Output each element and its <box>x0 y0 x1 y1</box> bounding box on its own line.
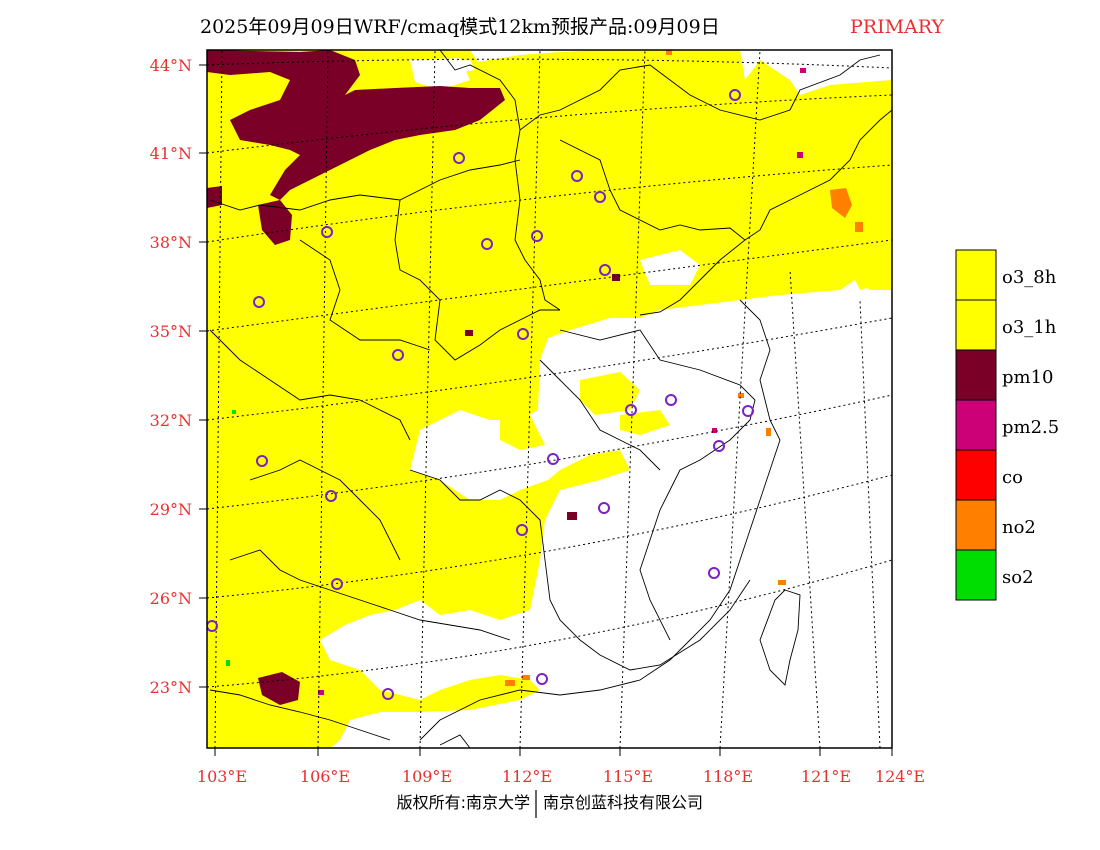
lat-label-44: 44°N <box>150 56 192 75</box>
lon-label-115: 115°E <box>603 767 653 786</box>
lat-label-23: 23°N <box>150 678 192 697</box>
lon-label-106: 106°E <box>300 767 350 786</box>
lat-label-35: 35°N <box>150 322 192 341</box>
longitude-axis: 103°E 106°E 109°E 112°E 115°E 118°E 121°… <box>197 748 925 786</box>
lon-label-124: 124°E <box>875 767 925 786</box>
city-markers <box>207 89 754 700</box>
legend-label-pm25: pm2.5 <box>1002 417 1059 438</box>
legend-label-pm10: pm10 <box>1002 367 1054 388</box>
legend-label-so2: so2 <box>1002 567 1034 588</box>
legend-swatch-co <box>955 449 997 501</box>
so2-spots <box>226 410 236 666</box>
map-panel <box>207 50 892 748</box>
province-borders <box>209 50 892 748</box>
no2-spots <box>505 50 863 686</box>
lat-label-32: 32°N <box>150 411 192 430</box>
primary-tag: PRIMARY <box>850 16 944 38</box>
legend-swatch-no2 <box>955 499 997 551</box>
lat-label-41: 41°N <box>150 144 192 163</box>
lon-label-118: 118°E <box>703 767 753 786</box>
lat-label-38: 38°N <box>150 233 192 252</box>
o3-coverage <box>207 50 892 748</box>
map-title: 2025年09月09日WRF/cmaq模式12km预报产品:09月09日 <box>200 16 720 38</box>
legend-swatch-o3-8h <box>955 249 997 301</box>
legend-swatch-so2 <box>955 549 997 601</box>
legend-label-o3-8h: o3_8h <box>1002 267 1057 288</box>
legend-label-o3-1h: o3_1h <box>1002 317 1057 338</box>
lat-label-26: 26°N <box>150 589 192 608</box>
map-frame <box>206 49 893 749</box>
pm25-spots <box>318 68 806 695</box>
legend-swatch-pm25 <box>955 399 997 451</box>
lon-label-121: 121°E <box>801 767 851 786</box>
lon-label-103: 103°E <box>197 767 247 786</box>
latitude-axis: 44°N 41°N 38°N 35°N 32°N 29°N 26°N 23°N <box>150 56 207 697</box>
legend: o3_8h o3_1h pm10 pm2.5 co no2 so2 <box>955 249 1059 601</box>
pm10-coverage <box>207 50 620 705</box>
legend-label-co: co <box>1002 467 1023 488</box>
lon-label-109: 109°E <box>402 767 452 786</box>
legend-swatch-o3-1h <box>955 299 997 351</box>
legend-label-no2: no2 <box>1002 517 1036 538</box>
legend-swatch-pm10 <box>955 349 997 401</box>
lat-label-29: 29°N <box>150 500 192 519</box>
copyright-right: 南京创蓝科技有限公司 <box>543 793 703 812</box>
copyright-left: 版权所有:南京大学 <box>397 793 530 812</box>
lon-label-112: 112°E <box>502 767 552 786</box>
